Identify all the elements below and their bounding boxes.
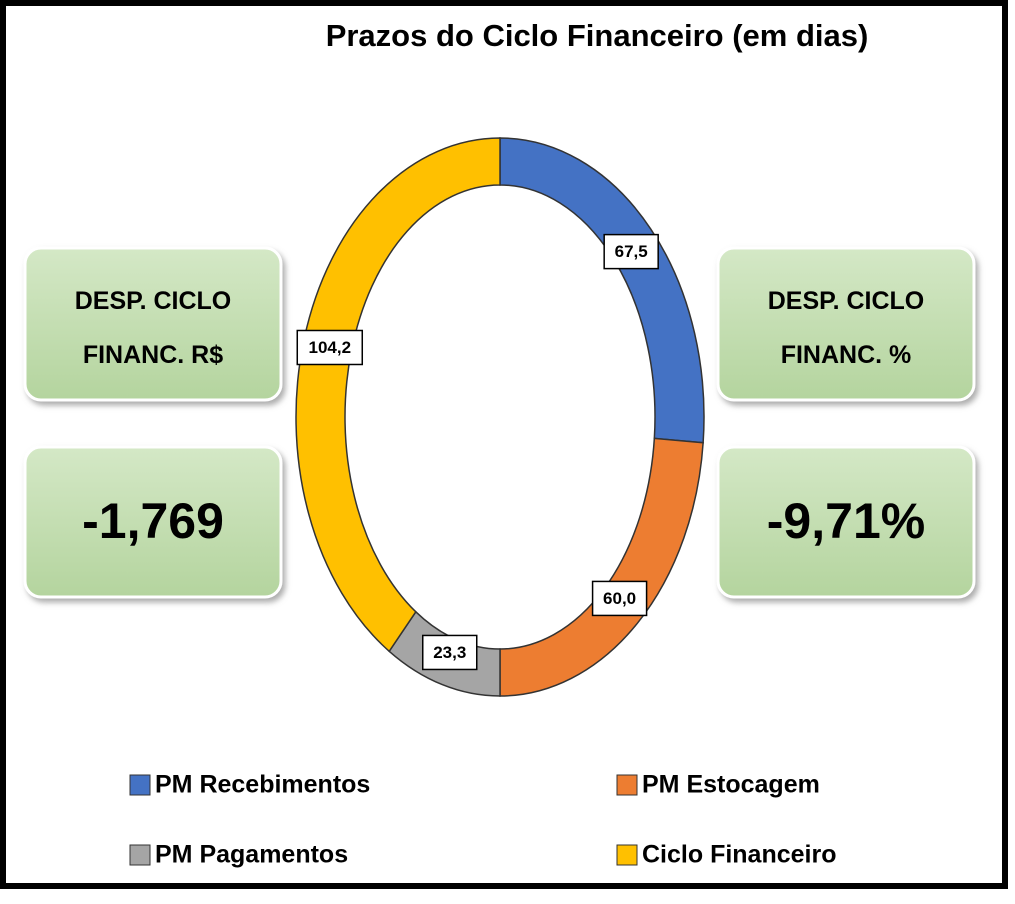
legend-swatch [616,774,638,796]
card-value: -1,769 [82,493,224,549]
legend-label: PM Pagamentos [155,841,348,869]
card-title: DESP. CICLO FINANC. % [768,287,925,369]
data-label: 67,5 [615,242,648,261]
chart-title: Prazos do Ciclo Financeiro (em dias) [326,18,869,53]
card-value-box [23,445,283,599]
data-label: 23,3 [433,643,466,662]
data-label: 104,2 [308,338,351,357]
data-label-box [603,233,659,270]
legend-label: PM Recebimentos [155,771,370,799]
card-title-box [716,246,976,402]
card-value-box [716,445,976,599]
legend-label: Ciclo Financeiro [642,841,836,869]
data-label-box [421,634,478,671]
data-label-box [591,580,648,617]
legend-label: PM Estocagem [642,771,820,799]
legend-swatch [129,774,151,796]
legend-swatch [129,844,151,866]
legend-swatch [616,844,638,866]
frame [0,0,1008,889]
donut-segment [295,137,501,653]
card-title-box [23,246,283,402]
card-value: -9,71% [767,493,925,549]
card-title: DESP. CICLO FINANC. R$ [75,287,232,369]
data-label-box [296,329,364,366]
data-label: 60,0 [603,589,636,608]
